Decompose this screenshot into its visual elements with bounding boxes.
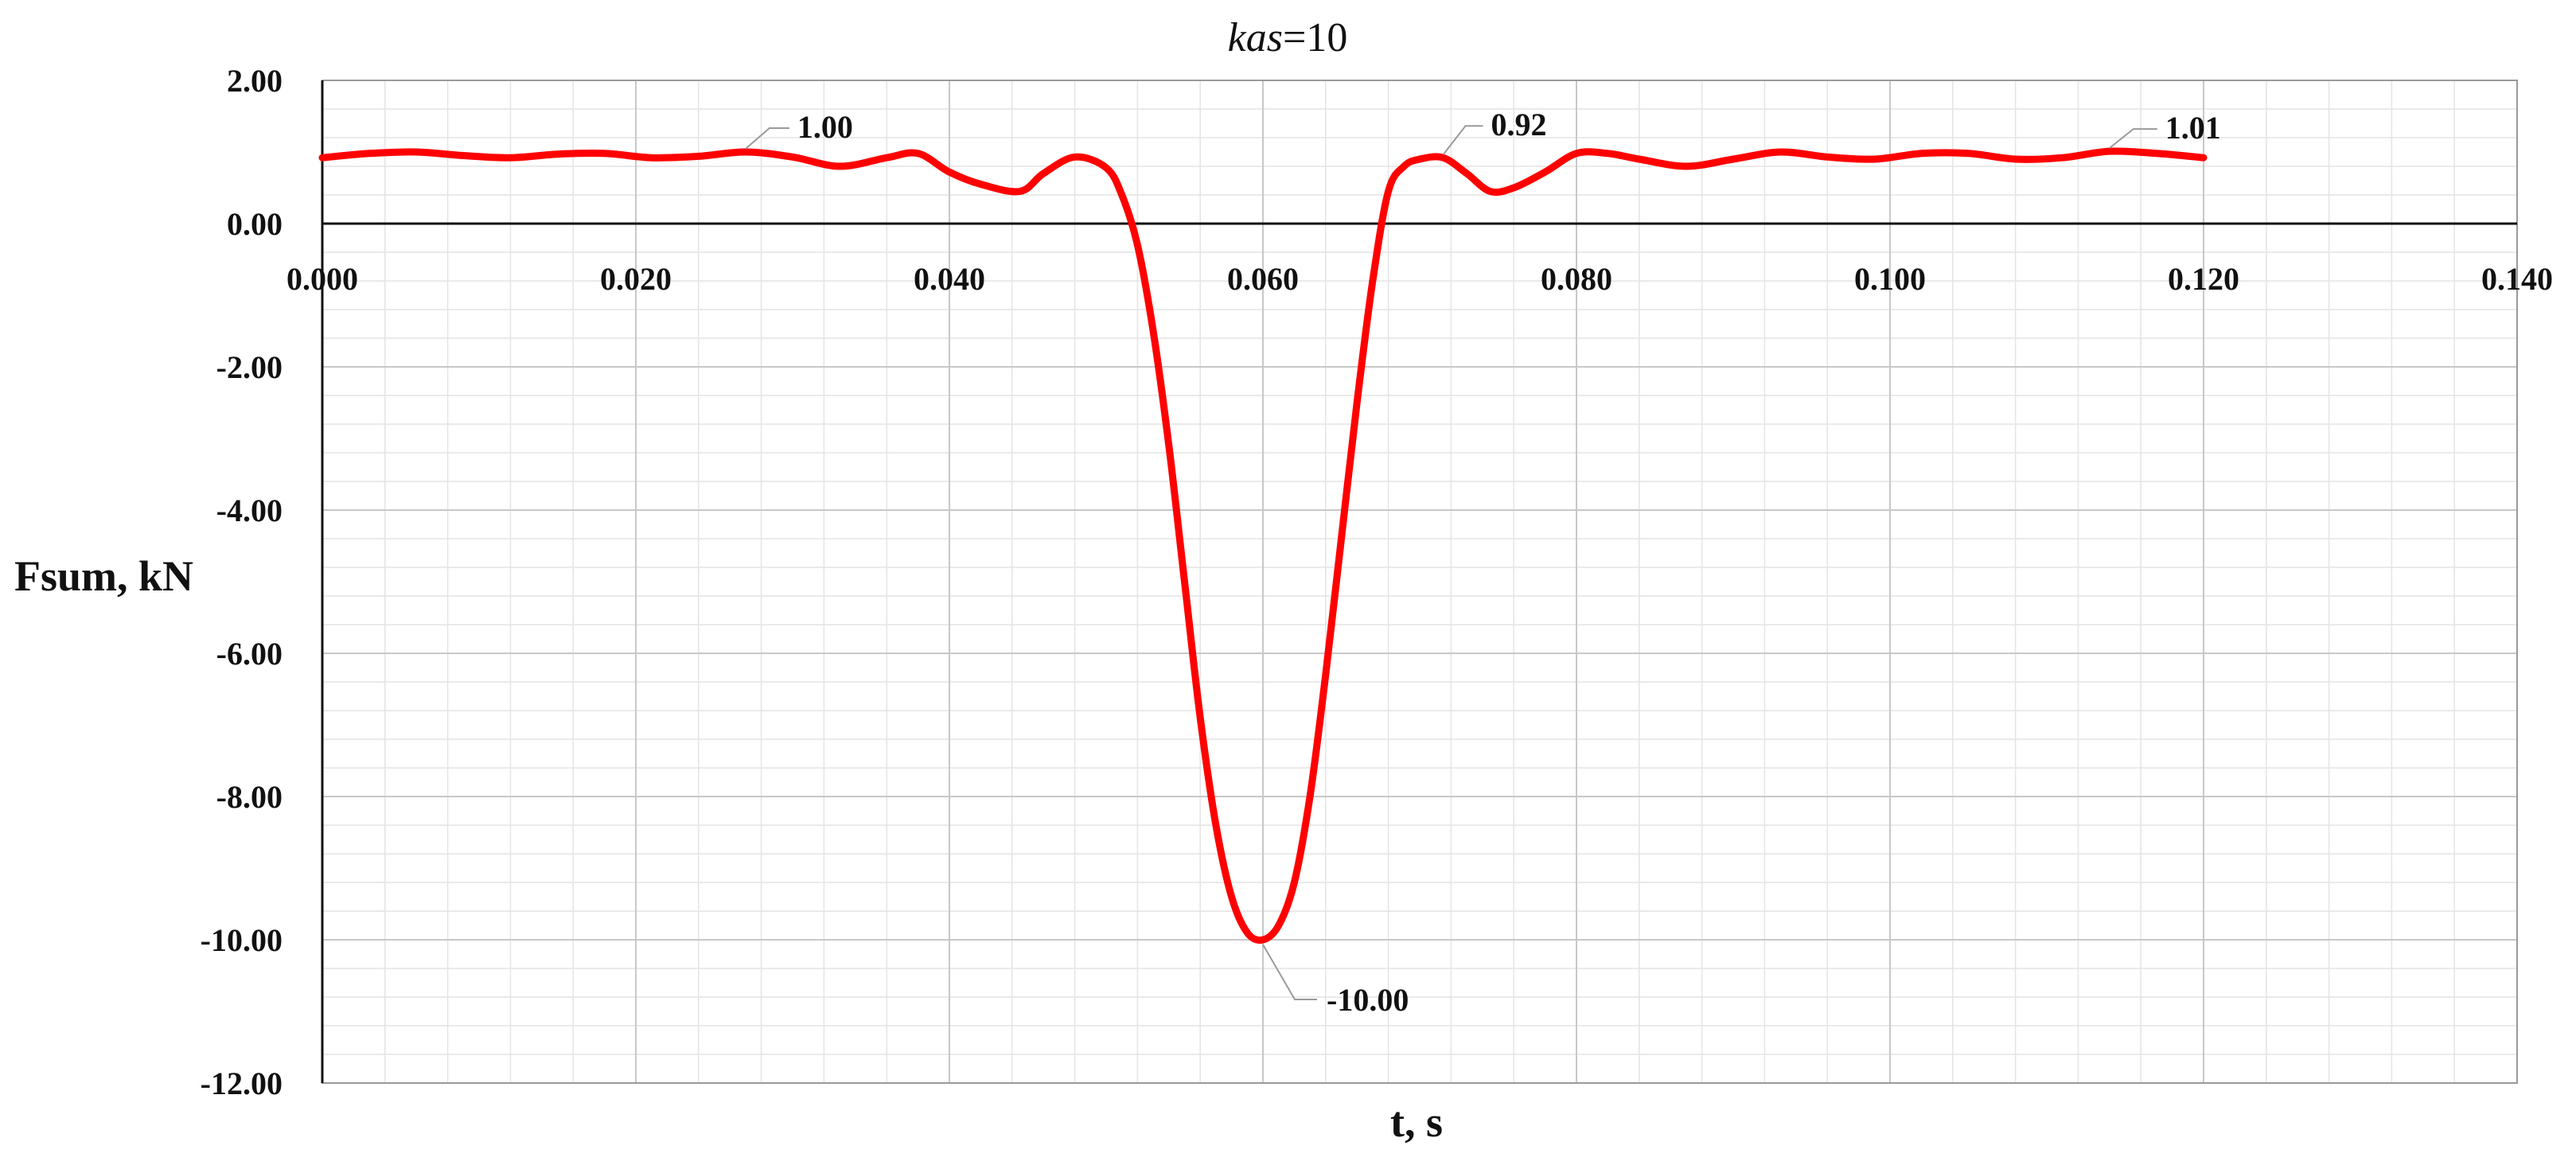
data-label-leader [745,127,789,150]
x-tick-label: 0.040 [914,261,985,297]
plot-area-frame [322,80,2518,1084]
data-label: -10.00 [1327,982,1409,1018]
data-label-leader [1442,125,1483,155]
chart-title-rest: =10 [1283,15,1347,60]
x-tick-label: 0.000 [286,261,358,297]
y-tick-label: -4.00 [216,493,283,528]
series-line-fsum [318,147,2208,944]
y-axis-title: Fsum, kN [14,552,193,600]
chart-title-italic: kas [1228,15,1283,60]
data-label-leader [2109,128,2157,149]
y-tick-label: -12.00 [201,1066,283,1101]
x-axis-title: t, s [1390,1098,1443,1146]
major-gridlines [322,80,2518,1084]
y-tick-label: -10.00 [201,922,283,958]
y-tick-label: 0.00 [227,206,283,242]
y-tick-label: -8.00 [216,779,283,815]
chart-title: kas=10 [1228,15,1348,60]
y-tick-label: -6.00 [216,636,283,672]
data-labels: 1.00 0.92 1.01 -10.00 [745,107,2221,1018]
data-label-leader [1262,944,1317,1000]
y-tick-labels: 2.00 0.00 -2.00 -4.00 -6.00 -8.00 -10.00 -12.00 [201,63,283,1101]
data-label: 1.01 [2165,110,2221,146]
x-tick-labels: 0.000 0.020 0.040 0.060 0.080 0.100 0.120 0.140 [286,261,2553,297]
data-label: 1.00 [797,109,853,145]
x-tick-label: 0.060 [1227,261,1299,297]
data-label: 0.92 [1491,107,1547,142]
x-tick-label: 0.120 [2168,261,2239,297]
minor-gridlines [322,80,2517,1083]
x-tick-label: 0.140 [2481,261,2553,297]
x-tick-label: 0.100 [1854,261,1926,297]
x-tick-label: 0.080 [1541,261,1612,297]
x-tick-label: 0.020 [600,261,672,297]
y-tick-label: 2.00 [227,63,283,99]
y-tick-label: -2.00 [216,349,283,385]
